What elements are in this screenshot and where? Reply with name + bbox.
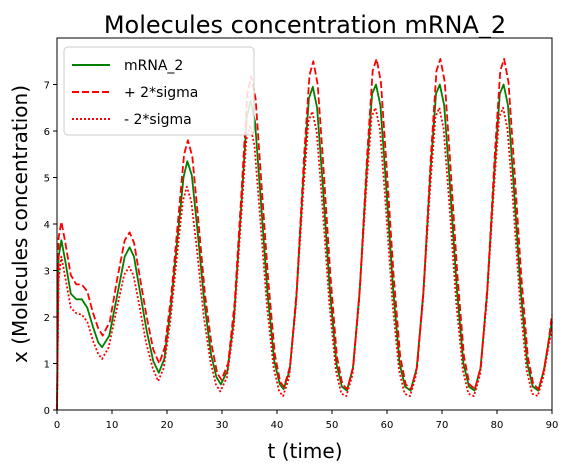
x-tick-label: 60: [381, 420, 394, 431]
x-tick-label: 20: [161, 420, 174, 431]
x-tick-label: 70: [436, 420, 449, 431]
series-line-plus-2sigma: [56, 58, 553, 411]
y-tick-label: 3: [44, 267, 50, 278]
series-line-minus-2sigma: [56, 106, 553, 411]
y-tick-label: 7: [44, 81, 50, 92]
x-axis-label: t (time): [268, 439, 343, 463]
x-tick-label: 10: [106, 420, 119, 431]
legend-label-mrna2: mRNA_2: [124, 58, 183, 74]
series-layer: [56, 58, 553, 411]
legend-box: [63, 46, 255, 136]
y-tick-label: 6: [44, 127, 50, 138]
x-tick-label: 40: [271, 420, 284, 431]
ticks-layer: 0 10 20 30 40 50 60 70 80 90 0 1 2 3 4 5 6 7: [44, 81, 559, 432]
legend-label-minus-sigma: - 2*sigma: [124, 112, 192, 128]
y-tick-label: 2: [44, 313, 50, 324]
chart-title: Molecules concentration mRNA_2: [104, 11, 506, 39]
plot-frame: [56, 37, 553, 411]
legend-label-plus-sigma: + 2*sigma: [124, 85, 198, 101]
y-tick-label: 1: [44, 360, 50, 371]
x-tick-label: 50: [326, 420, 339, 431]
y-axis-label: x (Molecules concentration): [8, 85, 32, 363]
y-tick-label: 4: [44, 220, 50, 231]
legend: mRNA_2 + 2*sigma - 2*sigma: [63, 46, 255, 136]
y-tick-label: 0: [44, 406, 50, 417]
x-tick-label: 80: [491, 420, 504, 431]
x-tick-label: 0: [54, 420, 60, 431]
y-tick-label: 5: [44, 174, 50, 185]
x-tick-label: 90: [546, 420, 559, 431]
x-tick-label: 30: [216, 420, 229, 431]
